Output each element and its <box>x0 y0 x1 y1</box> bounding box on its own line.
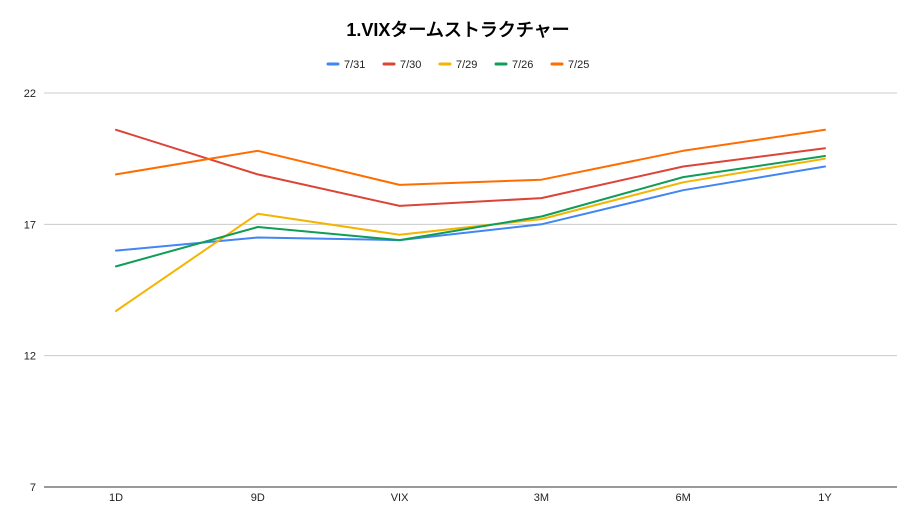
series-lines <box>115 128 826 312</box>
chart-title: 1.VIXタームストラクチャー <box>346 20 569 40</box>
legend-item[interactable]: 7/29 <box>438 59 477 71</box>
x-tick-label: 1Y <box>818 492 832 504</box>
legend-item[interactable]: 7/26 <box>494 59 533 71</box>
y-tick-label: 17 <box>24 219 36 231</box>
legend-label: 7/25 <box>568 59 589 71</box>
x-axis-ticks: 1D 9D VIX 3M 6M 1Y <box>109 492 832 504</box>
x-tick-label: VIX <box>391 492 409 504</box>
legend-label: 7/26 <box>512 59 533 71</box>
series-line-3 <box>115 155 826 268</box>
x-tick-label: 1D <box>109 492 123 504</box>
legend-item[interactable]: 7/25 <box>550 59 589 71</box>
y-tick-label: 22 <box>24 88 36 100</box>
y-tick-label: 7 <box>30 482 36 494</box>
legend-label: 7/29 <box>456 59 477 71</box>
y-tick-label: 12 <box>24 351 36 363</box>
legend-item[interactable]: 7/30 <box>382 59 421 71</box>
x-tick-label: 6M <box>676 492 691 504</box>
legend: 7/31 7/30 7/29 7/26 7/25 <box>326 59 589 71</box>
series-line-2 <box>115 157 826 312</box>
y-axis-ticks: 7 12 17 22 <box>24 88 36 494</box>
series-line-1 <box>115 128 826 207</box>
gridlines <box>44 92 897 488</box>
x-tick-label: 9D <box>251 492 265 504</box>
series-line-0 <box>115 165 826 252</box>
legend-label: 7/31 <box>344 59 365 71</box>
legend-label: 7/30 <box>400 59 421 71</box>
x-tick-label: 3M <box>534 492 549 504</box>
series-line-4 <box>115 128 826 186</box>
legend-item[interactable]: 7/31 <box>326 59 365 71</box>
